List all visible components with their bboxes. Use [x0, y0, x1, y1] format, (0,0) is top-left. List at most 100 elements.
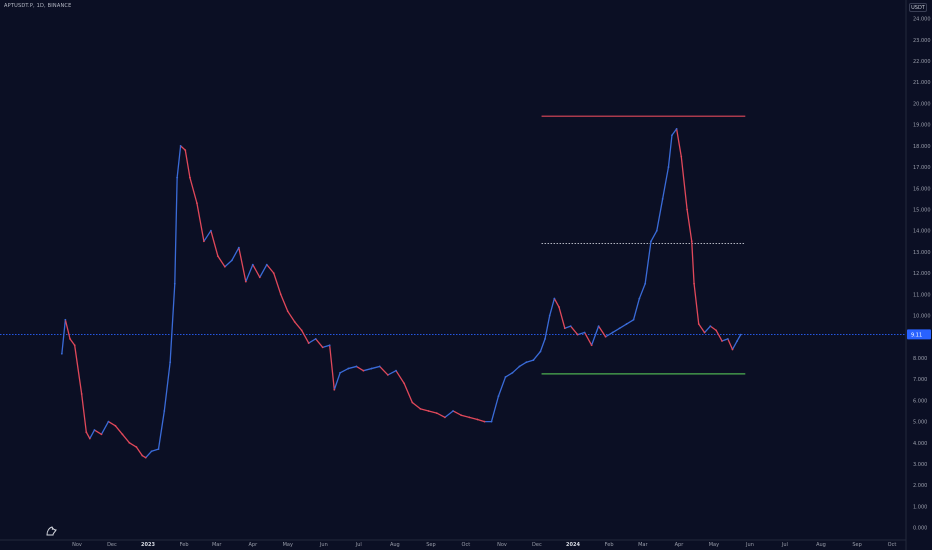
- price-point: [576, 333, 579, 336]
- price-segment: [328, 344, 335, 391]
- price-point: [107, 420, 110, 423]
- price-segment: [403, 382, 413, 404]
- price-segment: [333, 372, 341, 391]
- price-point: [321, 346, 324, 349]
- price-segment: [301, 329, 310, 344]
- price-point: [237, 246, 240, 249]
- price-segment: [287, 310, 296, 323]
- price-segment: [680, 155, 688, 211]
- price-point: [604, 335, 607, 338]
- price-point: [272, 272, 275, 275]
- price-segment: [61, 319, 67, 355]
- price-segment: [558, 306, 566, 329]
- price-point: [671, 134, 673, 137]
- price-segment: [184, 149, 191, 179]
- price-tick-label: 10.000: [913, 314, 931, 320]
- price-point: [73, 344, 76, 347]
- price-tick-label: 15.000: [913, 207, 931, 213]
- price-segment: [114, 425, 124, 435]
- price-point: [196, 202, 198, 205]
- price-point: [144, 456, 147, 459]
- time-tick-label: Mar: [638, 542, 648, 548]
- price-point: [173, 282, 176, 285]
- currency-button[interactable]: USDT: [909, 3, 927, 12]
- time-tick-label: Sep: [852, 542, 861, 548]
- price-point: [314, 337, 317, 340]
- price-point: [539, 350, 542, 353]
- tradingview-logo-icon[interactable]: [44, 524, 58, 538]
- price-axis[interactable]: 24.000 23.000 22.000 21.000 20.000 19.000 18.0…: [913, 17, 931, 532]
- price-point: [511, 371, 514, 374]
- price-point: [216, 255, 219, 258]
- time-tick-label: May: [283, 542, 293, 548]
- price-segment: [69, 338, 76, 346]
- price-tick-label: 22.000: [913, 59, 931, 65]
- price-point: [157, 448, 160, 451]
- time-tick-label: Sep: [426, 542, 435, 548]
- price-segment: [395, 370, 405, 385]
- annotation-layer: [0, 115, 906, 375]
- price-segment: [74, 344, 83, 395]
- price-tick-label: 13.000: [913, 250, 931, 256]
- price-point: [721, 340, 723, 342]
- price-point: [638, 297, 641, 300]
- price-segment: [727, 338, 734, 351]
- price-tag-box: [907, 329, 931, 340]
- price-tick-label: 6.000: [913, 398, 927, 404]
- price-tick-label: 1.000: [913, 504, 927, 510]
- axis-frame: [0, 0, 907, 550]
- price-point: [497, 395, 500, 398]
- price-segment: [370, 365, 381, 370]
- price-segment: [583, 331, 593, 346]
- price-point: [209, 229, 212, 232]
- price-tick-label: 11.000: [913, 292, 931, 298]
- price-segment: [452, 410, 462, 416]
- price-point: [355, 365, 358, 368]
- price-segment: [693, 283, 700, 325]
- price-segment: [273, 272, 282, 295]
- price-segment: [698, 323, 706, 334]
- price-point: [597, 325, 600, 328]
- time-axis[interactable]: Nov Dec 2023 Feb Mar Apr May Jun Jul Aug Sep Oct Nov…: [72, 542, 896, 548]
- price-segment: [355, 365, 365, 372]
- symbol-title[interactable]: APTUSDT.P, 1D, BINANCE: [4, 3, 72, 9]
- price-point: [163, 410, 166, 412]
- price-point: [697, 323, 700, 325]
- price-segment: [504, 372, 514, 378]
- price-point: [569, 325, 572, 328]
- price-point: [339, 371, 342, 374]
- price-segment: [266, 263, 275, 274]
- price-point: [731, 348, 734, 351]
- price-segment: [532, 350, 542, 361]
- time-tick-label: May: [709, 542, 719, 548]
- price-segment: [736, 333, 742, 342]
- price-point: [403, 382, 406, 385]
- price-tick-label: 19.000: [913, 123, 931, 129]
- price-segment: [238, 247, 247, 283]
- price-segment: [157, 410, 165, 450]
- time-tick-label: 2023: [141, 542, 155, 548]
- price-segment: [468, 416, 479, 421]
- price-point: [223, 265, 226, 268]
- price-series[interactable]: [60, 127, 742, 459]
- time-tick-label: Nov: [497, 542, 507, 548]
- price-point: [176, 176, 179, 179]
- price-point: [85, 431, 88, 434]
- price-segment: [362, 367, 373, 372]
- price-point: [483, 420, 486, 423]
- price-point: [435, 412, 438, 414]
- price-segment: [709, 325, 717, 332]
- time-tick-label: Dec: [532, 542, 542, 548]
- price-point: [169, 361, 172, 364]
- price-point: [739, 333, 742, 336]
- price-tick-label: 24.000: [913, 17, 931, 23]
- price-segment: [691, 240, 695, 285]
- price-point: [293, 321, 296, 323]
- price-point: [258, 276, 261, 279]
- time-tick-label: Jul: [355, 542, 362, 548]
- price-tick-label: 2.000: [913, 483, 927, 489]
- price-point: [661, 197, 664, 200]
- price-point: [386, 374, 389, 376]
